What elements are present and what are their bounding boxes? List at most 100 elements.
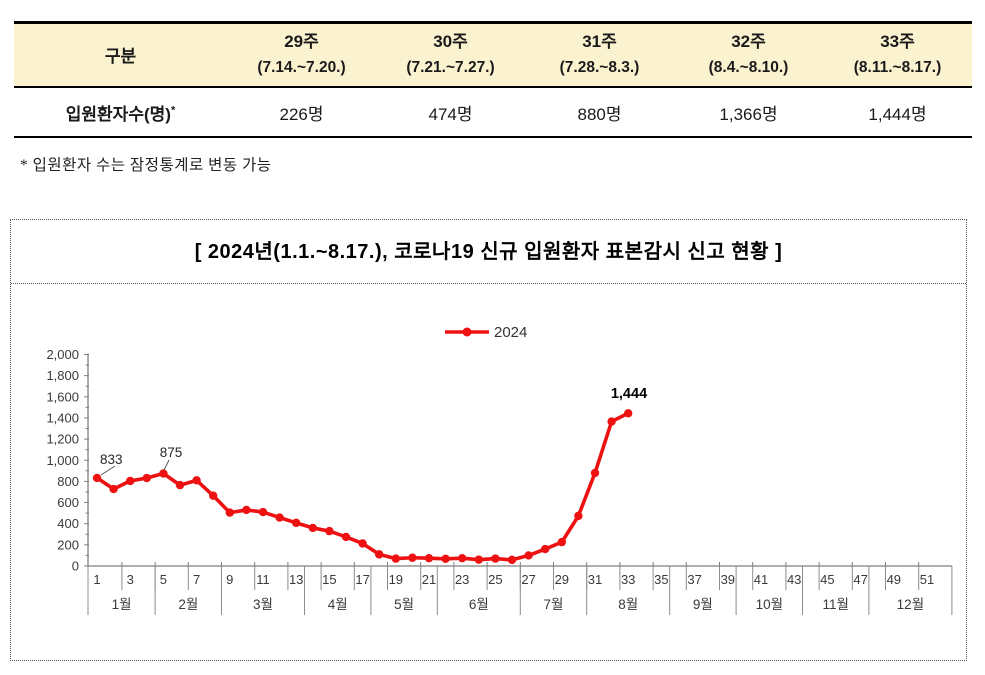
annotation-leader [163, 459, 170, 471]
x-week-label: 15 [322, 572, 336, 587]
annotation-1,444: 1,444 [611, 386, 647, 402]
weekly-patient-table: 구분 29주 (7.14.~7.20.) 30주 (7.21.~7.27.) 3… [14, 21, 972, 138]
data-point-week-27 [524, 551, 533, 560]
x-month-label: 11월 [822, 597, 848, 612]
data-point-week-7 [192, 476, 201, 485]
y-tick-label: 1,000 [46, 453, 79, 468]
y-tick-label: 1,800 [46, 368, 79, 383]
table-data-row: 입원환자수(명)* 226명 474명 880명 1,366명 1,444명 [14, 87, 972, 137]
x-month-label: 9월 [693, 597, 713, 612]
data-point-week-18 [375, 550, 384, 559]
row-label-inpatients: 입원환자수(명)* [65, 103, 176, 124]
data-point-week-19 [391, 554, 400, 563]
chart-plot-area: 0 200 400 600 800 1,000 1,200 1,400 1,600 1,800 2,… [11, 284, 966, 659]
x-week-label: 45 [820, 572, 834, 587]
data-point-week-17 [358, 539, 367, 548]
data-point-week-23 [458, 553, 467, 563]
data-point-week-11 [258, 507, 268, 517]
x-week-label: 35 [654, 572, 668, 587]
data-point-week-32 [607, 417, 616, 426]
data-point-week-21 [424, 553, 434, 563]
value-week-31: 880명 [577, 104, 622, 124]
y-tick-label: 800 [57, 474, 79, 489]
x-month-label: 3월 [253, 597, 273, 612]
x-week-label: 11 [256, 572, 270, 587]
x-month-label: 12월 [897, 597, 924, 612]
x-month-label: 8월 [618, 597, 638, 612]
x-week-label: 21 [422, 572, 436, 587]
x-week-label: 37 [687, 572, 701, 587]
trend-line-chart-svg: 0 200 400 600 800 1,000 1,200 1,400 1,600 1,800 2,… [46, 324, 953, 615]
week-header-29: 29주 (7.14.~7.20.) [257, 32, 346, 76]
x-week-label: 49 [887, 572, 901, 587]
data-point-week-28 [541, 544, 550, 554]
x-week-label: 3 [127, 572, 134, 587]
x-week-label: 19 [389, 572, 403, 587]
legend-label: 2024 [494, 324, 527, 341]
data-point-week-30 [574, 511, 583, 521]
data-point-week-4 [142, 473, 151, 483]
data-point-week-8 [209, 491, 218, 500]
week-header-33: 33주 (8.11.~8.17.) [853, 32, 942, 76]
x-week-label: 39 [721, 572, 735, 587]
value-week-32: 1,366명 [719, 104, 778, 124]
data-point-week-31 [590, 468, 600, 478]
data-point-week-10 [242, 505, 251, 515]
x-month-label: 10월 [756, 597, 783, 612]
footnote-marker: * [170, 103, 176, 116]
x-week-label: 7 [193, 572, 200, 587]
x-week-label: 13 [289, 572, 303, 587]
data-point-week-15 [325, 526, 334, 536]
y-tick-label: 1,200 [46, 432, 79, 447]
x-month-label: 1월 [112, 597, 132, 612]
x-week-label: 31 [588, 572, 602, 587]
annotation-875: 875 [160, 445, 183, 460]
x-week-label: 47 [853, 572, 867, 587]
data-point-week-9 [225, 508, 234, 517]
x-week-label: 33 [621, 572, 635, 587]
x-week-label: 43 [787, 572, 801, 587]
table-footnote: * 입원환자 수는 잠정통계로 변동 가능 [20, 157, 272, 174]
x-week-label: 51 [920, 572, 934, 587]
value-week-29: 226명 [279, 104, 324, 124]
data-point-week-12 [275, 513, 284, 522]
data-point-week-25 [491, 554, 500, 563]
covid-trend-chart-box: [ 2024년(1.1.~8.17.), 코로나19 신규 입원환자 표본감시 … [10, 219, 967, 661]
y-tick-label: 400 [57, 516, 79, 531]
data-point-week-1 [92, 473, 102, 483]
value-week-33: 1,444명 [868, 104, 927, 124]
annotation-leader [100, 465, 116, 476]
data-point-week-26 [507, 555, 517, 565]
x-month-label: 6월 [469, 597, 489, 612]
y-tick-label: 0 [72, 559, 79, 574]
x-month-label: 5월 [394, 597, 414, 612]
y-tick-label: 1,400 [46, 410, 79, 425]
x-week-label: 23 [455, 572, 469, 587]
data-point-week-29 [557, 537, 566, 547]
x-week-label: 17 [355, 572, 369, 587]
x-week-label: 1 [93, 572, 100, 587]
chart-title: [ 2024년(1.1.~8.17.), 코로나19 신규 입원환자 표본감시 … [11, 220, 966, 284]
x-week-label: 29 [555, 572, 569, 587]
category-header: 구분 [104, 47, 137, 66]
data-point-week-16 [341, 532, 351, 542]
x-week-label: 5 [160, 572, 167, 587]
legend-marker [462, 327, 472, 337]
data-point-week-22 [441, 554, 450, 564]
value-week-30: 474명 [428, 104, 473, 124]
data-point-week-33 [624, 409, 633, 418]
y-tick-label: 1,600 [46, 389, 79, 404]
x-week-label: 27 [521, 572, 535, 587]
data-point-week-5 [159, 469, 168, 478]
data-point-week-14 [308, 523, 317, 533]
x-month-label: 2월 [178, 597, 198, 612]
x-week-label: 41 [754, 572, 768, 587]
table-header-row: 구분 29주 (7.14.~7.20.) 30주 (7.21.~7.27.) 3… [14, 22, 972, 87]
y-tick-label: 600 [57, 495, 79, 510]
data-point-week-6 [175, 480, 185, 490]
week-header-31: 31주 (7.28.~8.3.) [559, 32, 640, 76]
x-month-label: 7월 [544, 597, 564, 612]
annotation-833: 833 [100, 452, 123, 467]
y-tick-label: 200 [57, 537, 79, 552]
data-point-week-13 [292, 518, 301, 528]
